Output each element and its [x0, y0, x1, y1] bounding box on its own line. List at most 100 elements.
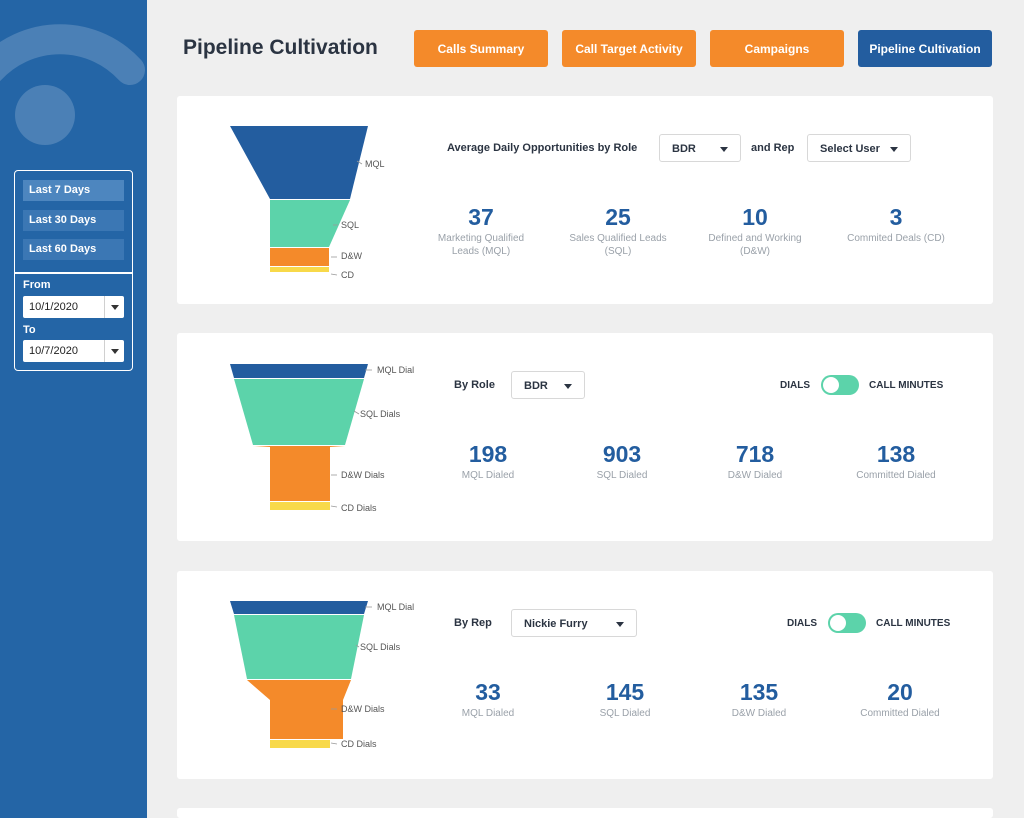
stat-label: Committed Dialed: [856, 470, 936, 481]
nav-campaigns-button[interactable]: Campaigns: [710, 30, 844, 67]
by-rep-label: By Rep: [454, 617, 492, 629]
stat-mql-dialed: 198 MQL Dialed: [418, 441, 558, 482]
to-date-value: 10/7/2020: [29, 345, 78, 357]
opportunities-card: MQL SQL D&W CD Average Daily Opportuniti…: [177, 96, 993, 304]
chevron-down-icon: [110, 304, 119, 310]
stat-label: D&W Dialed: [731, 708, 787, 719]
funnel-label-cd: CD: [341, 270, 354, 280]
stat-label: MQL Dialed: [461, 470, 515, 481]
dials-label: DIALS: [787, 618, 817, 629]
range-last-7-days[interactable]: Last 7 Days: [23, 180, 124, 201]
stat-label-line2: (SQL): [604, 246, 632, 257]
date-filter-panel: Last 7 Days Last 30 Days Last 60 Days Fr…: [14, 170, 133, 371]
stat-label-line1: Sales Qualified Leads: [569, 233, 667, 244]
funnel-sql-segment: [234, 615, 364, 679]
dials-by-role-card: MQL Dial SQL Dials D&W Dials CD Dials By…: [177, 333, 993, 541]
stat-value: 138: [876, 441, 916, 467]
next-card: [177, 808, 993, 818]
stat-label-line1: Marketing Qualified: [437, 233, 525, 244]
range-last-30-days[interactable]: Last 30 Days: [23, 210, 124, 231]
by-role-label: By Role: [454, 379, 495, 391]
page-title: Pipeline Cultivation: [183, 36, 378, 59]
to-date-input[interactable]: 10/7/2020: [23, 340, 124, 362]
from-date-input[interactable]: 10/1/2020: [23, 296, 124, 318]
stat-mql: 37 Marketing Qualified Leads (MQL): [411, 204, 551, 258]
funnel-label-cd: CD Dials: [341, 503, 377, 513]
chevron-down-icon: [564, 384, 572, 389]
toggle-knob: [823, 377, 839, 393]
funnel-label-mql: MQL Dial: [377, 602, 414, 612]
chevron-down-icon: [616, 622, 624, 627]
stat-label: SQL Dialed: [599, 708, 651, 719]
stat-value: 145: [605, 679, 645, 705]
call-minutes-label: CALL MINUTES: [869, 380, 944, 391]
stat-label-line1: Defined and Working: [708, 233, 802, 244]
funnel-label-sql: SQL Dials: [360, 409, 401, 419]
stat-value: 33: [475, 679, 501, 705]
role-select[interactable]: BDR: [511, 371, 585, 399]
chevron-down-icon: [110, 348, 119, 354]
toggle-knob: [830, 615, 846, 631]
funnel-label-mql: MQL Dial: [377, 365, 414, 375]
funnel-dw-segment: [253, 446, 345, 501]
opportunities-funnel-chart: MQL SQL D&W CD: [230, 126, 385, 280]
chevron-down-icon: [720, 147, 728, 152]
range-last-60-days[interactable]: Last 60 Days: [23, 239, 124, 260]
role-select-value: BDR: [524, 380, 548, 392]
funnel-sql-segment: [270, 200, 350, 247]
rep-select-value: Nickie Furry: [524, 618, 588, 630]
stat-value: 25: [605, 204, 631, 230]
funnel-mql-segment: [230, 601, 368, 614]
dials-by-rep-card: MQL Dial SQL Dials D&W Dials CD Dials By…: [177, 571, 993, 779]
stat-value: 198: [468, 441, 508, 467]
dials-minutes-toggle[interactable]: [821, 375, 859, 395]
stat-value: 37: [468, 204, 494, 230]
dials-label: DIALS: [780, 380, 810, 391]
stat-label: Committed Dialed: [860, 708, 940, 719]
stat-value: 903: [602, 441, 642, 467]
nav-pipeline-cultivation-button[interactable]: Pipeline Cultivation: [858, 30, 992, 67]
stat-sql-dialed: 145 SQL Dialed: [555, 679, 695, 720]
funnel-label-dw: D&W Dials: [341, 704, 385, 714]
from-date-value: 10/1/2020: [29, 301, 78, 313]
stat-dw-dialed: 718 D&W Dialed: [685, 441, 825, 482]
stat-sql-dialed: 903 SQL Dialed: [552, 441, 692, 482]
nav-call-target-activity-button[interactable]: Call Target Activity: [562, 30, 696, 67]
wifi-logo-icon: [0, 24, 145, 145]
stat-committed-dialed: 20 Committed Dialed: [830, 679, 970, 720]
funnel-label-mql: MQL: [365, 159, 385, 169]
dials-by-rep-funnel-chart: MQL Dial SQL Dials D&W Dials CD Dials: [230, 601, 414, 749]
stat-committed-dialed: 138 Committed Dialed: [826, 441, 966, 482]
funnel-label-cd: CD Dials: [341, 739, 377, 749]
funnel-dw-segment: [247, 680, 351, 739]
opportunities-heading: Average Daily Opportunities by Role: [447, 142, 638, 154]
funnel-cd-segment: [270, 740, 330, 748]
rep-select[interactable]: Select User: [807, 134, 911, 162]
stat-sql: 25 Sales Qualified Leads (SQL): [548, 204, 688, 258]
to-date-dropdown[interactable]: [104, 340, 124, 362]
rep-select-value: Select User: [820, 143, 880, 155]
stat-dw-dialed: 135 D&W Dialed: [689, 679, 829, 720]
funnel-mql-segment: [230, 364, 368, 378]
stat-cd: 3 Commited Deals (CD): [826, 204, 966, 245]
from-date-dropdown[interactable]: [104, 296, 124, 318]
sidebar: Last 7 Days Last 30 Days Last 60 Days Fr…: [0, 0, 147, 818]
chevron-down-icon: [890, 147, 898, 152]
funnel-cd-segment: [270, 267, 329, 272]
dials-minutes-toggle[interactable]: [828, 613, 866, 633]
stat-value: 10: [742, 204, 768, 230]
funnel-label-sql: SQL Dials: [360, 642, 401, 652]
stat-mql-dialed: 33 MQL Dialed: [418, 679, 558, 720]
funnel-sql-segment: [234, 379, 364, 445]
stat-label: MQL Dialed: [461, 708, 515, 719]
to-label: To: [23, 324, 36, 336]
stat-label: D&W Dialed: [727, 470, 783, 481]
role-select[interactable]: BDR: [659, 134, 741, 162]
rep-select[interactable]: Nickie Furry: [511, 609, 637, 637]
nav-calls-summary-button[interactable]: Calls Summary: [414, 30, 548, 67]
stat-label: SQL Dialed: [596, 470, 648, 481]
stat-value: 3: [889, 204, 903, 230]
stat-value: 20: [887, 679, 913, 705]
stat-dw: 10 Defined and Working (D&W): [685, 204, 825, 258]
stat-label-line2: (D&W): [740, 246, 770, 257]
